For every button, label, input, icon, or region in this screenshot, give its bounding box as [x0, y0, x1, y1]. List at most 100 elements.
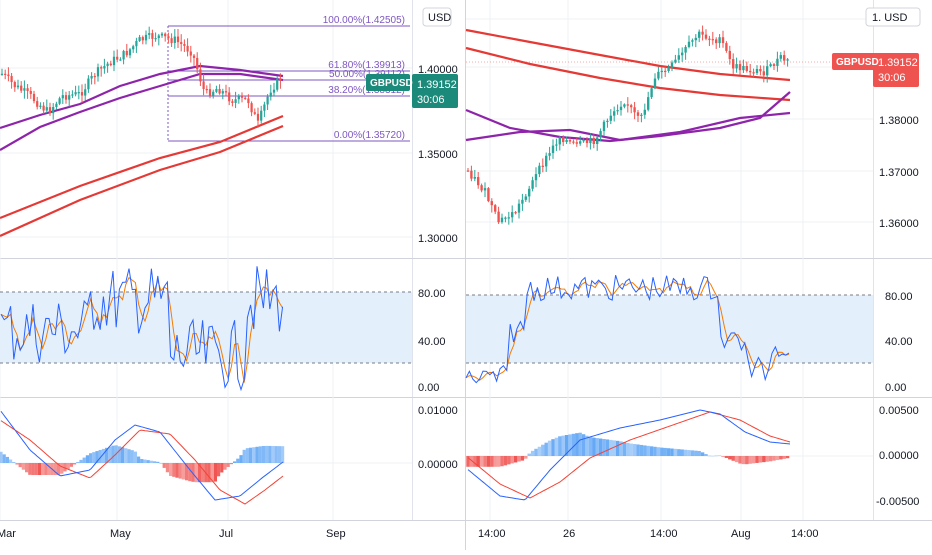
candle-body [531, 180, 533, 189]
macd-histogram-bar [687, 450, 690, 456]
candle-body [174, 37, 176, 43]
macd-histogram-bar [278, 446, 281, 463]
candle-body [508, 217, 510, 218]
candle-body [525, 196, 527, 199]
candle-body [593, 138, 595, 144]
candle-body [565, 140, 567, 142]
macd-histogram-bar [548, 441, 551, 456]
candle-body [582, 140, 584, 141]
macd-histogram-bar [606, 439, 609, 456]
candle-body [497, 212, 499, 223]
candle-body [688, 42, 690, 47]
macd-histogram-bar [0, 452, 3, 463]
candle-body [538, 166, 540, 174]
candle-body [766, 66, 768, 75]
candle-body [74, 92, 76, 94]
macd-histogram-bar [227, 463, 230, 467]
candle-body [708, 39, 710, 40]
macd-histogram-bar [745, 456, 748, 464]
candle-body [678, 55, 680, 59]
macd-histogram-bar [755, 456, 758, 463]
candle-body [562, 137, 564, 142]
candle-body [729, 51, 731, 59]
macd-histogram-bar [684, 450, 687, 456]
macd-histogram-bar [497, 456, 500, 467]
candle-body [247, 98, 249, 103]
macd-histogram-bar [201, 463, 204, 482]
candle-body [52, 107, 54, 113]
macd-histogram-bar [243, 450, 246, 463]
macd-histogram-bar [487, 456, 490, 467]
left-stoch-tick: 0.00 [418, 382, 439, 394]
macd-histogram-bar [534, 449, 537, 456]
macd-histogram-bar [759, 456, 762, 463]
macd-histogram-bar [35, 463, 38, 475]
candle-body [110, 64, 112, 65]
right-currency-label: 1. USD [872, 12, 908, 24]
candle-body [705, 35, 707, 39]
macd-histogram-bar [691, 450, 694, 456]
left-last-price: 1.39152 [417, 79, 457, 91]
macd-histogram-bar [255, 447, 258, 463]
macd-histogram-bar [589, 437, 592, 456]
candle-body [596, 137, 598, 144]
macd-histogram-bar [738, 456, 741, 464]
macd-histogram-bar [163, 463, 166, 468]
macd-histogram-bar [623, 442, 626, 456]
macd-histogram-bar [281, 446, 284, 463]
macd-histogram-bar [182, 463, 185, 479]
candle-body [49, 107, 51, 113]
candle-body [244, 98, 246, 99]
macd-histogram-bar [41, 463, 44, 475]
candle-body [715, 39, 717, 43]
candle-body [739, 64, 741, 70]
candle-body [657, 72, 659, 79]
macd-histogram-bar [60, 463, 63, 474]
candle-body [620, 107, 622, 110]
candle-body [780, 55, 782, 59]
candle-body [786, 59, 788, 60]
macd-histogram-bar [79, 460, 82, 463]
macd-histogram-bar [153, 461, 156, 463]
left-stoch-tick: 80.00 [418, 288, 446, 300]
macd-histogram-bar [633, 444, 636, 456]
left-price-tick: 1.30000 [418, 233, 458, 245]
candle-body [610, 116, 612, 121]
macd-histogram-bar [616, 441, 619, 456]
candle-body [7, 75, 9, 76]
candle-body [732, 59, 734, 68]
candle-body [667, 68, 669, 71]
candle-body [647, 97, 649, 110]
macd-histogram-bar [732, 456, 735, 461]
candle-body [746, 66, 748, 71]
candle-body [572, 142, 574, 143]
candle-body [222, 91, 224, 93]
candle-body [480, 185, 482, 190]
candle-body [167, 36, 169, 38]
candle-body [206, 89, 208, 90]
macd-histogram-bar [275, 446, 278, 463]
candle-body [654, 79, 656, 89]
macd-histogram-bar [150, 461, 153, 463]
candle-body [58, 98, 60, 103]
candle-body [491, 201, 493, 205]
macd-histogram-bar [28, 463, 31, 475]
macd-histogram-bar [89, 453, 92, 463]
candle-body [752, 72, 754, 73]
macd-histogram-bar [220, 463, 223, 472]
macd-histogram-bar [504, 456, 507, 465]
macd-histogram-bar [715, 456, 718, 457]
candle-body [10, 76, 12, 82]
candle-body [39, 106, 41, 107]
candle-body [776, 59, 778, 66]
macd-histogram-bar [670, 449, 673, 456]
macd-histogram-bar [558, 436, 561, 456]
macd-histogram-bar [749, 456, 752, 464]
right-time-label: 14:00 [478, 528, 506, 540]
candle-body [266, 97, 268, 105]
right-symbol-label: GBPUSD [836, 57, 879, 68]
macd-histogram-bar [207, 463, 210, 482]
right-time-label: Aug [731, 528, 751, 540]
